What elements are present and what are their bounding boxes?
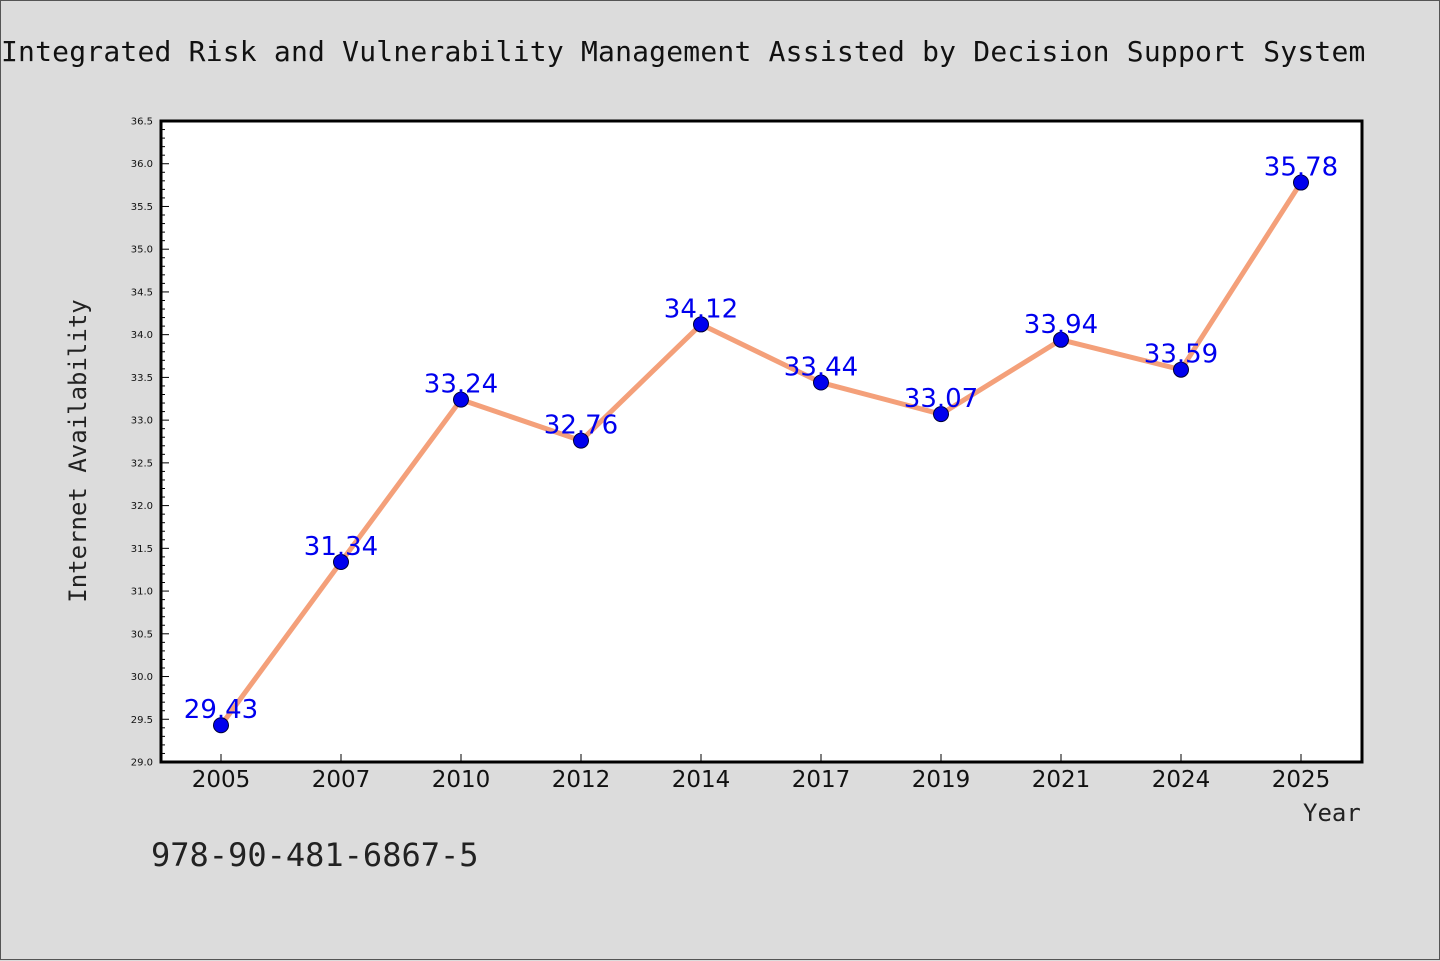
y-tick-label: 32.5 (131, 458, 153, 469)
x-axis-ticks: 2005 2007 2010 2012 2014 2017 2019 2021 2024 2025 (192, 754, 1331, 793)
x-axis-label: Year (1303, 799, 1361, 827)
y-tick-label: 30.0 (131, 672, 153, 683)
y-tick-label: 29.0 (131, 758, 153, 769)
data-label: 31.34 (304, 532, 378, 562)
x-tick-label: 2014 (672, 767, 731, 793)
y-tick-label: 35.0 (131, 245, 153, 256)
y-tick-label: 36.5 (131, 117, 153, 128)
chart-title: Integrated Risk and Vulnerability Manage… (1, 35, 1366, 68)
data-label: 34.12 (664, 294, 738, 324)
plot-area (159, 119, 1364, 764)
data-labels-group: 29.43 31.34 33.24 32.76 34.12 33.44 33.07 33.94… (184, 153, 1338, 726)
y-tick-label: 33.5 (131, 373, 153, 384)
data-label: 32.76 (544, 411, 618, 441)
data-point (213, 717, 229, 734)
data-label: 33.07 (904, 384, 978, 414)
y-tick-label: 31.5 (131, 544, 153, 555)
data-point (1053, 331, 1069, 348)
data-point (933, 406, 949, 423)
data-label: 33.59 (1144, 340, 1218, 370)
data-point (453, 391, 469, 408)
x-tick-label: 2019 (912, 767, 971, 793)
data-point (693, 316, 709, 333)
x-tick-label: 2007 (312, 767, 371, 793)
y-tick-label: 30.5 (131, 629, 153, 640)
data-point (813, 374, 829, 391)
x-tick-label: 2010 (432, 767, 491, 793)
data-label: 33.44 (784, 353, 858, 383)
data-label: 33.94 (1024, 310, 1098, 340)
x-tick-label: 2012 (552, 767, 611, 793)
x-tick-label: 2021 (1032, 767, 1091, 793)
data-point (1173, 361, 1189, 378)
x-tick-label: 2005 (192, 767, 251, 793)
y-tick-label: 34.5 (131, 287, 153, 298)
y-tick-label: 34.0 (131, 330, 153, 341)
y-axis-ticks: 29.0 29.5 30.0 30.5 31.0 31.5 32.0 32.5 33.0 33.5… (131, 117, 169, 769)
data-point (1293, 174, 1309, 191)
isbn-text: 978-90-481-6867-5 (151, 836, 479, 874)
data-label: 29.43 (184, 695, 258, 725)
plot-background (159, 119, 1364, 764)
series-line (218, 181, 1304, 727)
x-tick-label: 2024 (1152, 767, 1211, 793)
y-tick-label: 36.0 (131, 159, 153, 170)
y-tick-label: 33.0 (131, 416, 153, 427)
y-axis-label: Internet Availability (64, 299, 92, 603)
data-point (333, 554, 349, 571)
data-label: 33.24 (424, 370, 498, 400)
data-point (573, 432, 589, 449)
markers-group (213, 174, 1309, 734)
y-tick-label: 32.0 (131, 501, 153, 512)
series-line-group (218, 181, 1304, 727)
y-tick-label: 31.0 (131, 587, 153, 598)
y-tick-label: 35.5 (131, 202, 153, 213)
y-tick-label: 29.5 (131, 715, 153, 726)
x-tick-label: 2017 (792, 767, 851, 793)
x-tick-label: 2025 (1272, 767, 1331, 793)
data-label: 35.78 (1264, 153, 1338, 183)
